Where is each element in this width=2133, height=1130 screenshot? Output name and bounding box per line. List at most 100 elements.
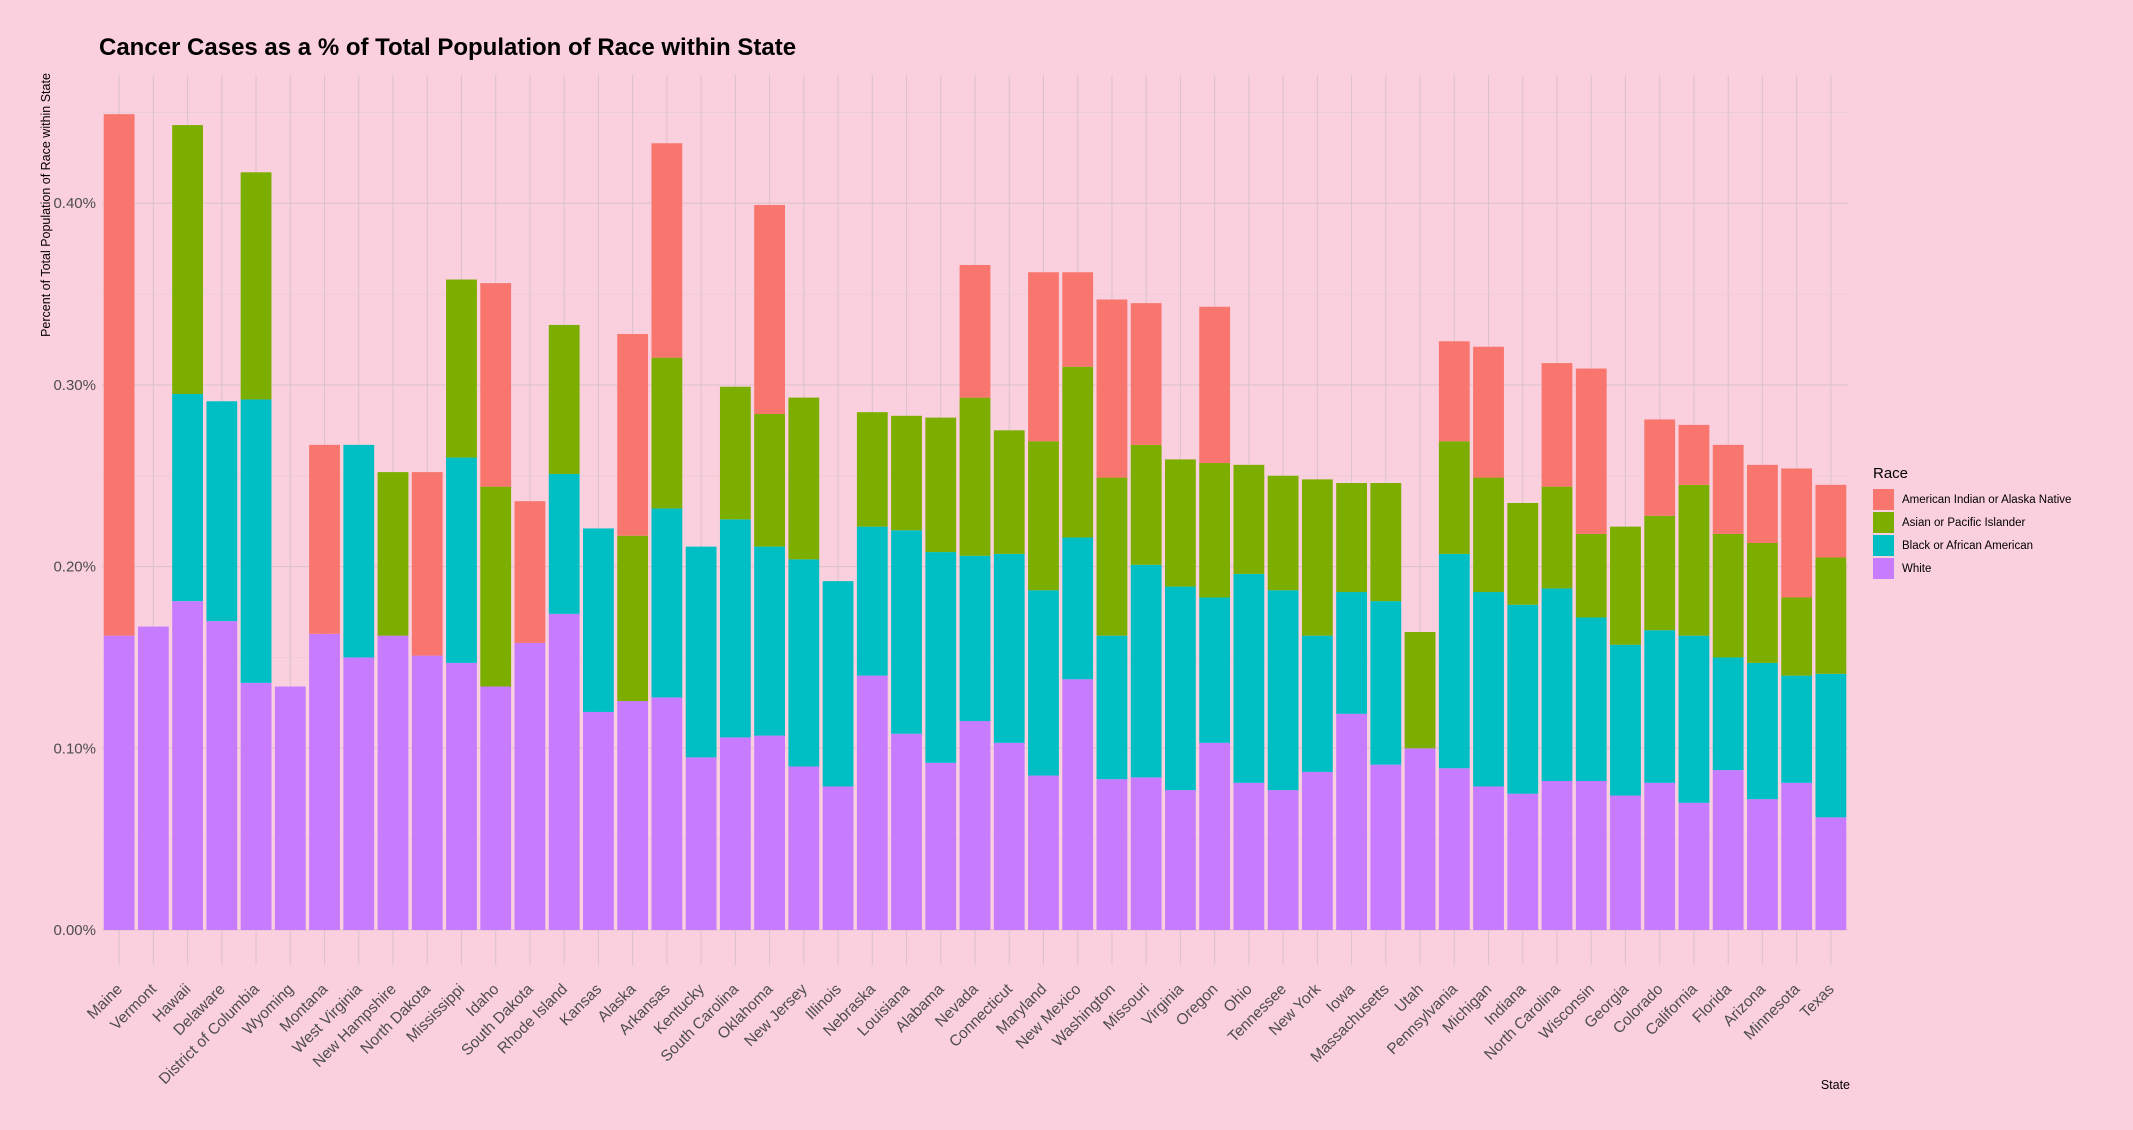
bar-segment — [1747, 662, 1778, 800]
bar-segment — [514, 642, 546, 930]
bar-segment — [1747, 799, 1778, 930]
bar-segment — [856, 526, 888, 676]
bar-segment — [1130, 777, 1162, 930]
bar-segment — [377, 635, 409, 930]
bar-segment — [1301, 771, 1333, 930]
bar-segment — [446, 457, 477, 663]
bar-segment — [1370, 601, 1402, 765]
legend-swatch — [1873, 489, 1894, 510]
bar-segment — [172, 393, 203, 602]
bar-segment — [1815, 557, 1847, 674]
legend-swatch — [1873, 558, 1894, 579]
legend-item: American Indian or Alaska Native — [1873, 488, 2071, 511]
bar-segment — [1610, 795, 1641, 930]
bar-segment — [719, 519, 751, 738]
bars — [103, 114, 1847, 930]
bar-segment — [1199, 463, 1231, 598]
bar-segment — [1575, 781, 1607, 930]
legend-swatch — [1873, 535, 1894, 556]
bar-segment — [891, 530, 922, 734]
bar-segment — [1678, 424, 1710, 485]
y-tick-label: 0.30% — [53, 377, 96, 394]
y-tick-label: 0.10% — [53, 740, 96, 757]
bar-segment — [548, 613, 580, 930]
bar-segment — [103, 114, 135, 636]
bar-segment — [719, 386, 751, 520]
bar-segment — [891, 415, 922, 531]
bar-segment — [1678, 484, 1710, 636]
bar-segment — [1541, 486, 1573, 589]
bar-segment — [309, 444, 340, 634]
legend-label: American Indian or Alaska Native — [1902, 493, 2072, 506]
bar-segment — [754, 413, 785, 547]
bar-segment — [1096, 635, 1128, 780]
legend-item: Asian or Pacific Islander — [1873, 511, 2071, 534]
bar-segment — [1199, 306, 1231, 464]
y-tick-label: 0.20% — [53, 559, 96, 576]
legend-swatch — [1873, 512, 1894, 533]
legend-item: Black or African American — [1873, 534, 2071, 557]
bar-segment — [925, 762, 957, 930]
bar-segment — [1541, 363, 1573, 487]
bar-segment — [1507, 604, 1539, 794]
bar-segment — [1028, 590, 1059, 776]
bar-segment — [1438, 553, 1470, 769]
x-tick-label: Texas — [1797, 981, 1838, 1022]
bar-segment — [1438, 768, 1470, 930]
bar-segment — [1199, 742, 1231, 930]
bar-segment — [1301, 635, 1333, 772]
bar-segment — [274, 686, 306, 930]
bar-segment — [1267, 790, 1299, 930]
bar-segment — [1096, 299, 1128, 478]
bar-segment — [1438, 441, 1470, 554]
bar-segment — [1815, 817, 1847, 930]
bar-segment — [1712, 444, 1744, 534]
bar-segment — [1473, 477, 1504, 593]
bar-segment — [446, 662, 477, 930]
legend-label: Asian or Pacific Islander — [1902, 516, 2026, 529]
bar-segment — [1028, 272, 1059, 442]
bar-segment — [788, 766, 820, 930]
bar-segment — [1199, 597, 1231, 743]
bar-segment — [754, 546, 785, 736]
bar-segment — [1165, 790, 1196, 930]
bar-segment — [446, 279, 477, 458]
legend-title: Race — [1873, 465, 1909, 482]
x-axis-title: State — [1821, 1078, 1850, 1092]
bar-segment — [1130, 444, 1162, 565]
bar-segment — [1781, 597, 1813, 676]
bar-segment — [1473, 786, 1504, 930]
bar-segment — [1438, 341, 1470, 442]
legend: Race American Indian or Alaska Native Asi… — [1873, 465, 2071, 580]
bar-segment — [788, 559, 820, 767]
bar-segment — [856, 412, 888, 527]
bar-segment — [1301, 479, 1333, 636]
bar-segment — [1644, 419, 1676, 516]
bar-segment — [993, 430, 1025, 554]
bar-segment — [1370, 483, 1402, 602]
legend-item: White — [1873, 557, 2071, 580]
bar-segment — [959, 264, 991, 398]
bar-segment — [754, 735, 785, 930]
bar-segment — [583, 528, 614, 712]
bar-segment — [1507, 793, 1539, 930]
bar-segment — [1473, 346, 1504, 478]
bar-segment — [685, 546, 717, 758]
bar-segment — [240, 682, 272, 930]
bar-segment — [548, 324, 580, 474]
y-tick-label: 0.40% — [53, 195, 96, 212]
bar-segment — [1575, 617, 1607, 782]
bar-segment — [754, 205, 785, 414]
bar-segment — [206, 621, 238, 930]
bar-segment — [137, 626, 169, 930]
bar-segment — [1267, 590, 1299, 791]
bar-segment — [822, 581, 854, 787]
bar-segment — [1644, 515, 1676, 631]
bar-segment — [548, 473, 580, 614]
bar-segment — [411, 472, 443, 656]
bar-segment — [1712, 657, 1744, 771]
bar-segment — [993, 553, 1025, 743]
bar-segment — [240, 399, 272, 683]
bar-segment — [1028, 441, 1059, 591]
bar-segment — [1130, 303, 1162, 445]
